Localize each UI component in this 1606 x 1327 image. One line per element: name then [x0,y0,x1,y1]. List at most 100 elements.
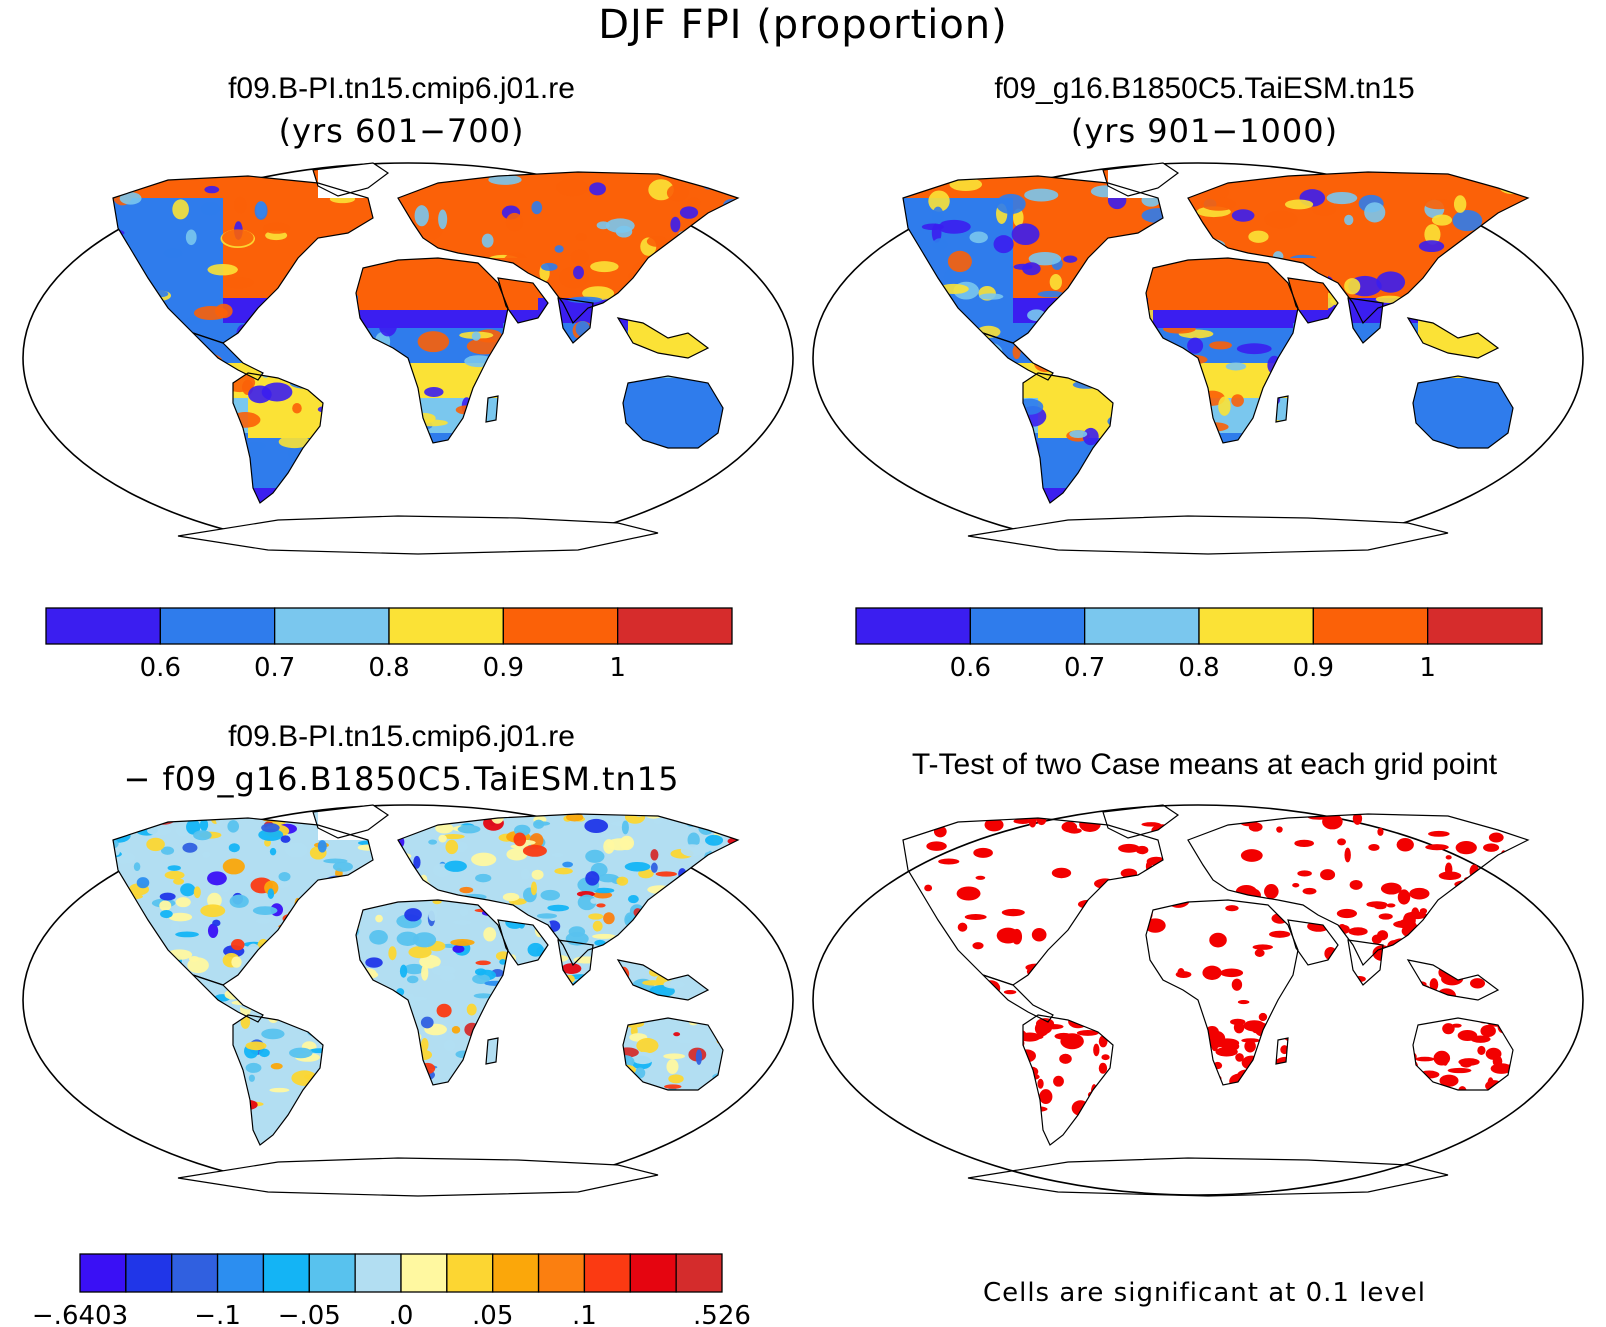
coastline-antarctica [177,1157,659,1197]
diff-colorbar-swatch [308,1253,356,1293]
main-colorbar-swatch [1084,607,1200,645]
figure-title: DJF FPI (proportion) [598,2,1008,48]
coastline-africa [1145,899,1299,1086]
diff-colorbar-tick-label: −.05 [278,1301,341,1327]
coastline-europe-asia [1187,171,1530,325]
coastline-greenland [1102,162,1180,197]
panel2-subtitle: (yrs 901−1000) [1070,112,1339,150]
diff-colorbar-tick-label: .05 [472,1301,513,1327]
coastline-greenland [312,162,390,197]
coastline-india [1347,939,1384,986]
coastline-south-america [1022,1014,1114,1146]
diff-colorbar-swatch [171,1253,219,1293]
coastline-central-america [982,332,1054,381]
main-colorbar-tick-label: 0.8 [1178,653,1219,683]
diff-colorbar-swatch [354,1253,402,1293]
diff-colorbar-tick-label: −.1 [194,1301,241,1327]
main-colorbar-swatch [388,607,504,645]
coastline-north-america [112,175,374,344]
main-colorbar-tick-label: 0.9 [483,653,524,683]
coastline-arabia [1287,277,1339,324]
main-colorbar-tick-label: 1 [609,653,626,683]
coastline-europe-asia [397,171,740,325]
coastline-arabia [497,919,549,966]
coastline-central-america [192,332,264,381]
coastline-africa [355,899,509,1086]
coastline-arabia [497,277,549,324]
main-colorbar-swatch [45,607,161,645]
coastline-madagascar [1275,1037,1289,1065]
coastline-central-america [982,974,1054,1023]
coastline-se-asia-islands [1406,317,1500,359]
panel2-title: f09_g16.B1850C5.TaiESM.tn15 [994,72,1415,105]
coastline-africa [1145,257,1299,444]
main-colorbar-swatch [1427,607,1543,645]
diff-colorbar-swatch [583,1253,631,1293]
main-colorbar-swatch [274,607,390,645]
panel4-title: T-Test of two Case means at each grid po… [911,748,1498,781]
main-colorbar-swatch [1198,607,1314,645]
main-colorbar-tick-label: 0.9 [1293,653,1334,683]
diff-colorbar-swatch [125,1253,173,1293]
map-panel-2 [812,162,1584,555]
coastline-madagascar [485,1037,499,1065]
panel1-title: f09.B-PI.tn15.cmip6.j01.re [228,72,575,105]
colorbar-panel-3: −.6403 −.1 −.05 .0 .05 .1 .526 [32,1253,751,1327]
main-colorbar-tick-label: 0.7 [1064,653,1105,683]
main-colorbar-swatch [159,607,276,645]
panel3-subtitle: − f09_g16.B1850C5.TaiESM.tn15 [123,760,680,798]
diff-colorbar-swatch [675,1253,723,1293]
coastline-north-america [902,175,1164,344]
significance-note: Cells are significant at 0.1 level [982,1278,1427,1308]
main-colorbar-tick-label: 0.7 [254,653,295,683]
panel1-subtitle: (yrs 601−700) [278,112,525,150]
map-panel-1 [22,162,794,555]
coastline-south-america [1022,372,1114,504]
coastline-madagascar [485,395,499,423]
coastline-australia [622,375,724,449]
diff-colorbar-swatch [537,1253,586,1293]
coastline-se-asia-islands [616,317,710,359]
coastline-se-asia-islands [1406,959,1500,1001]
main-colorbar-swatch [969,607,1086,645]
map-panel-4 [812,804,1584,1197]
coastline-australia [1412,1017,1514,1091]
main-colorbar-swatch [855,607,971,645]
diff-colorbar-tick-label: .1 [572,1301,597,1327]
coastline-se-asia-islands [616,959,710,1001]
diff-colorbar-swatch [446,1253,494,1293]
colorbar-panel-1: 0.6 0.7 0.8 0.9 1 [45,607,733,683]
colorbar-panel-2: 0.6 0.7 0.8 0.9 1 [855,607,1543,683]
coastline-india [1347,297,1384,344]
coastline-india [557,297,594,344]
coastline-greenland [312,804,390,839]
map-panel-3 [22,804,794,1197]
panel3-title: f09.B-PI.tn15.cmip6.j01.re [228,720,575,753]
diff-colorbar-tick-label: .526 [693,1301,751,1327]
diff-colorbar-swatch [400,1253,448,1293]
coastline-south-america [232,1014,324,1146]
main-colorbar-swatch [617,607,733,645]
diff-colorbar-swatch [629,1253,677,1293]
coastline-south-america [232,372,324,504]
main-colorbar-tick-label: 0.6 [140,653,181,683]
coastline-north-america [902,817,1164,986]
diff-colorbar-tick-label: .0 [389,1301,414,1327]
coastline-antarctica [967,515,1449,555]
coastline-arabia [1287,919,1339,966]
coastline-africa [355,257,509,444]
coastline-india [557,939,594,986]
coastline-australia [1412,375,1514,449]
main-colorbar-tick-label: 0.6 [950,653,991,683]
coastline-europe-asia [1187,813,1530,967]
main-colorbar-swatch [1312,607,1429,645]
coastline-central-america [192,974,264,1023]
main-colorbar-tick-label: 1 [1419,653,1436,683]
coastline-australia [622,1017,724,1091]
coastline-antarctica [177,515,659,555]
diff-colorbar-swatch [216,1253,265,1293]
main-colorbar-swatch [502,607,619,645]
coastline-antarctica [967,1157,1449,1197]
coastline-north-america [112,817,374,986]
diff-colorbar-swatch [79,1253,127,1293]
